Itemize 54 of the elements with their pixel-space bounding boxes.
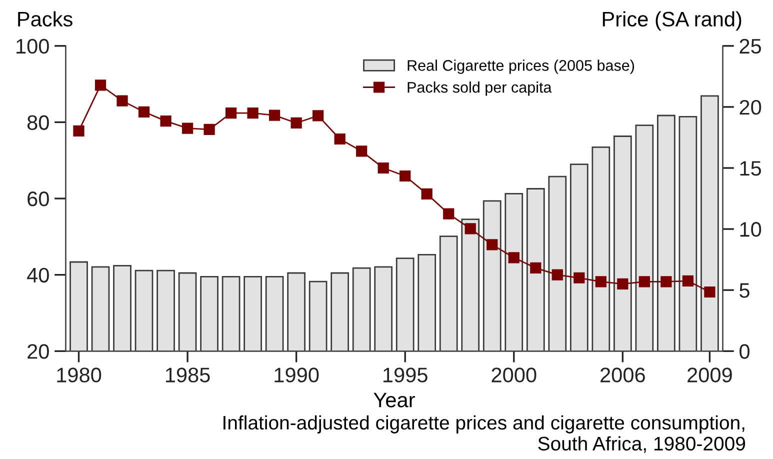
- y2-tick-label: 0: [740, 344, 750, 359]
- point: [617, 278, 628, 290]
- point: [334, 133, 346, 145]
- point: [138, 106, 150, 118]
- point: [247, 107, 258, 119]
- point: [464, 223, 476, 234]
- point: [443, 208, 454, 220]
- legend-label: Packs sold per capita: [408, 82, 552, 96]
- y-tick-label: 80: [27, 115, 49, 130]
- x-axis-title: Year: [374, 392, 415, 408]
- point: [638, 276, 650, 288]
- point: [160, 116, 172, 127]
- y-tick-label: 20: [28, 344, 49, 359]
- y2-tick-label: 15: [740, 161, 762, 176]
- point: [290, 117, 302, 129]
- point: [356, 146, 368, 157]
- text: Inflation-adjusted cigarette prices and cigarette consumption, South Africa, 1980-2009: [224, 415, 746, 453]
- point: [378, 162, 389, 174]
- point: [182, 122, 194, 134]
- point: [400, 170, 411, 182]
- y2-tick-label: 10: [740, 222, 762, 237]
- x-tick-label: 1990: [274, 368, 319, 382]
- x-tick-label: 2000: [492, 368, 536, 382]
- point: [595, 276, 606, 288]
- point: [421, 188, 432, 200]
- point: [660, 276, 672, 288]
- x-tick-label: 2006: [600, 368, 645, 382]
- point: [116, 95, 128, 106]
- y-axis-title: Packs: [18, 11, 72, 27]
- x-tick-label: 1985: [166, 368, 210, 382]
- point: [682, 275, 694, 286]
- y-tick-label: 100: [16, 38, 49, 54]
- point: [508, 252, 520, 264]
- point: [486, 239, 498, 250]
- legend-label: Real Cigarette prices (2005 base): [408, 60, 634, 74]
- point: [704, 286, 716, 298]
- point: [312, 110, 324, 122]
- point: [94, 80, 106, 91]
- y2-tick-label: 5: [740, 283, 750, 298]
- point: [204, 124, 215, 136]
- x-tick-label: 1980: [57, 368, 102, 382]
- x-tick-label: 1995: [384, 368, 428, 382]
- x-tick-label: 2009: [688, 368, 732, 382]
- y-tick-label: 40: [27, 268, 49, 283]
- point: [530, 262, 542, 274]
- point: [226, 107, 237, 119]
- y-tick-label: 60: [28, 192, 49, 206]
- point: [574, 272, 585, 284]
- point: [269, 110, 280, 121]
- y2-tick-label: 20: [740, 100, 762, 115]
- y2-axis-title: Price (SA rand): [602, 11, 742, 31]
- point: [552, 269, 563, 280]
- y2-tick-label: 25: [740, 38, 762, 54]
- point: [73, 125, 84, 137]
